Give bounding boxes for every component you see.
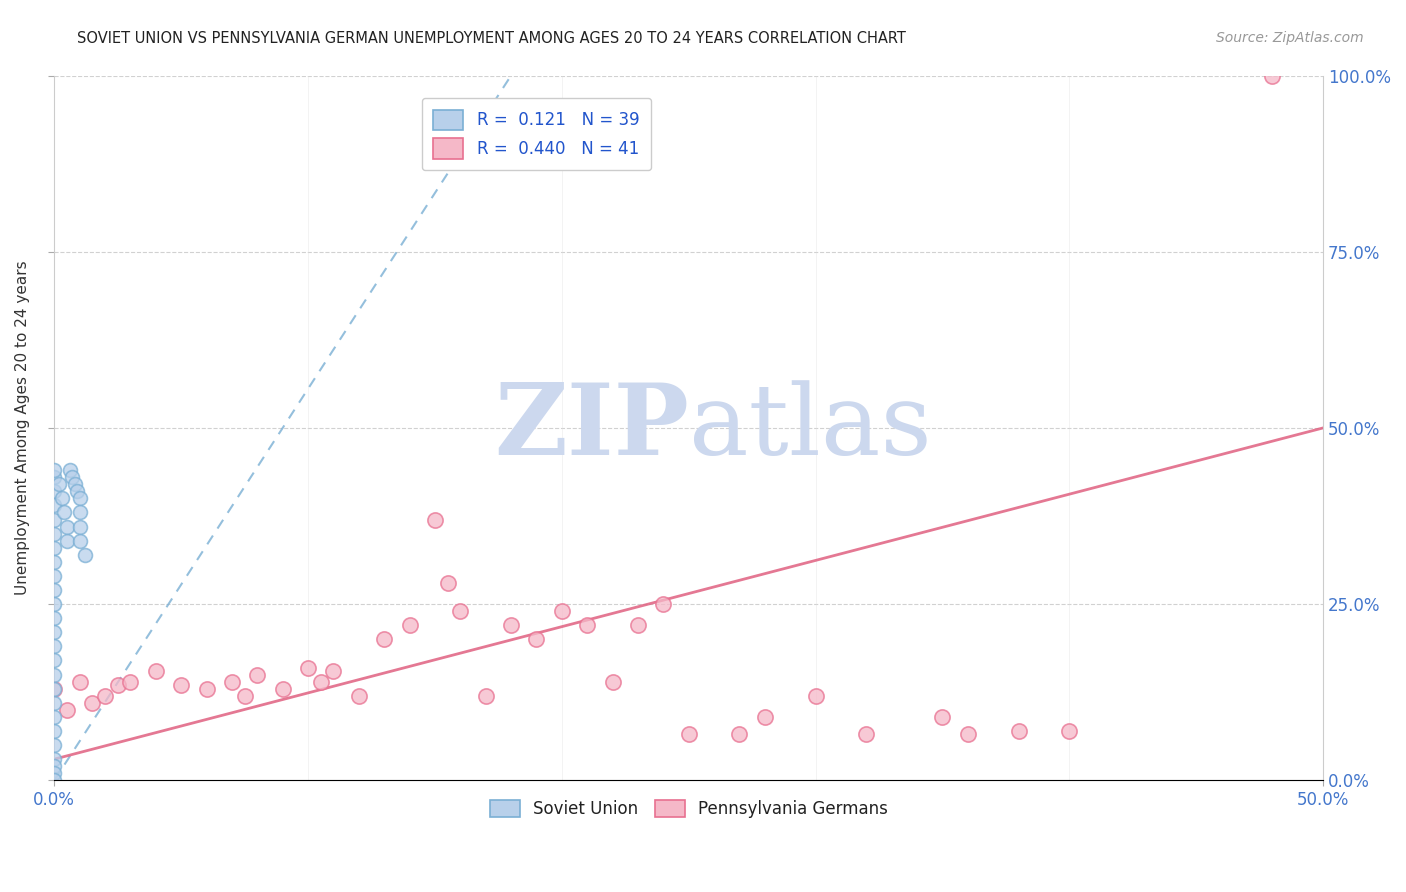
Point: [246, 667, 269, 681]
Point: [1059, 723, 1081, 738]
Point: [652, 597, 675, 611]
Point: [195, 681, 218, 696]
Point: [53, 506, 76, 520]
Point: [82, 696, 104, 710]
Point: [73, 548, 96, 562]
Text: Source: ZipAtlas.com: Source: ZipAtlas.com: [1216, 31, 1364, 45]
Point: [51, 491, 73, 506]
Point: [44, 723, 66, 738]
Point: [501, 618, 523, 632]
Point: [44, 681, 66, 696]
Point: [44, 759, 66, 773]
Legend: Soviet Union, Pennsylvania Germans: Soviet Union, Pennsylvania Germans: [482, 793, 894, 825]
Point: [551, 604, 574, 618]
Point: [436, 576, 458, 591]
Point: [44, 681, 66, 696]
Point: [627, 618, 650, 632]
Point: [44, 773, 66, 788]
Point: [44, 625, 66, 640]
Point: [63, 477, 86, 491]
Point: [309, 674, 332, 689]
Point: [728, 727, 751, 741]
Point: [44, 569, 66, 583]
Point: [44, 696, 66, 710]
Point: [44, 555, 66, 569]
Point: [1261, 69, 1284, 83]
Point: [44, 470, 66, 484]
Point: [297, 660, 319, 674]
Point: [44, 738, 66, 752]
Point: [48, 477, 70, 491]
Point: [233, 689, 256, 703]
Point: [44, 597, 66, 611]
Point: [347, 689, 370, 703]
Point: [678, 727, 700, 741]
Point: [44, 710, 66, 724]
Point: [69, 506, 91, 520]
Point: [56, 703, 79, 717]
Point: [44, 653, 66, 667]
Y-axis label: Unemployment Among Ages 20 to 24 years: Unemployment Among Ages 20 to 24 years: [15, 260, 30, 595]
Point: [66, 484, 89, 499]
Point: [398, 618, 420, 632]
Point: [107, 678, 129, 692]
Point: [44, 526, 66, 541]
Point: [44, 766, 66, 780]
Point: [423, 512, 446, 526]
Point: [44, 484, 66, 499]
Point: [44, 752, 66, 766]
Point: [1007, 723, 1029, 738]
Point: [44, 499, 66, 513]
Point: [69, 533, 91, 548]
Point: [44, 512, 66, 526]
Point: [69, 491, 91, 506]
Point: [449, 604, 471, 618]
Point: [474, 689, 496, 703]
Point: [956, 727, 979, 741]
Point: [855, 727, 877, 741]
Point: [576, 618, 599, 632]
Point: [526, 632, 548, 647]
Point: [931, 710, 953, 724]
Point: [44, 611, 66, 625]
Point: [754, 710, 776, 724]
Point: [69, 674, 91, 689]
Point: [44, 541, 66, 555]
Text: atlas: atlas: [689, 380, 931, 475]
Point: [44, 582, 66, 597]
Point: [145, 664, 167, 678]
Point: [271, 681, 294, 696]
Point: [170, 678, 193, 692]
Point: [602, 674, 624, 689]
Point: [56, 519, 79, 533]
Point: [373, 632, 395, 647]
Point: [69, 519, 91, 533]
Point: [120, 674, 142, 689]
Point: [322, 664, 344, 678]
Point: [44, 463, 66, 477]
Text: ZIP: ZIP: [494, 379, 689, 476]
Text: SOVIET UNION VS PENNSYLVANIA GERMAN UNEMPLOYMENT AMONG AGES 20 TO 24 YEARS CORRE: SOVIET UNION VS PENNSYLVANIA GERMAN UNEM…: [77, 31, 907, 46]
Point: [94, 689, 117, 703]
Point: [58, 463, 80, 477]
Point: [804, 689, 827, 703]
Point: [44, 667, 66, 681]
Point: [221, 674, 243, 689]
Point: [60, 470, 83, 484]
Point: [44, 640, 66, 654]
Point: [56, 533, 79, 548]
